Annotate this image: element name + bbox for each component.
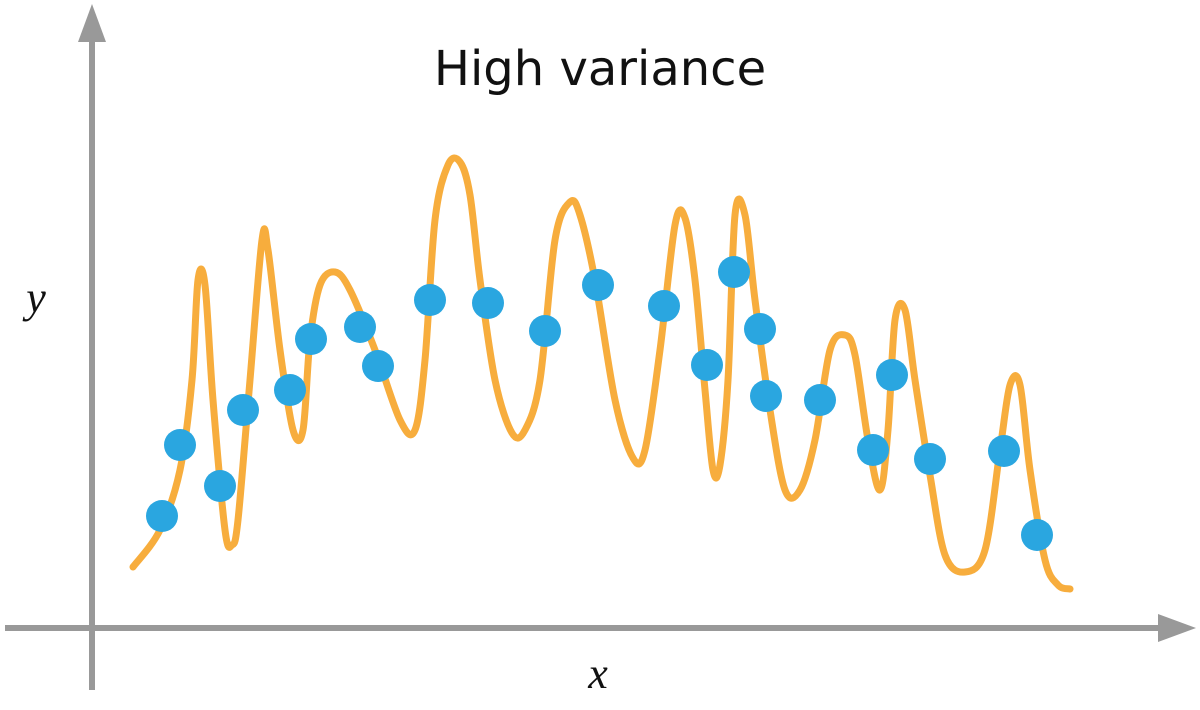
data-point bbox=[876, 359, 908, 391]
data-point bbox=[1021, 519, 1053, 551]
data-point bbox=[164, 429, 196, 461]
axes bbox=[5, 4, 1196, 690]
data-point bbox=[227, 394, 259, 426]
data-point bbox=[146, 500, 178, 532]
data-point bbox=[362, 350, 394, 382]
data-point bbox=[750, 380, 782, 412]
data-point bbox=[914, 443, 946, 475]
fit-curve bbox=[129, 154, 1074, 593]
data-point bbox=[344, 311, 376, 343]
data-point bbox=[804, 384, 836, 416]
data-point bbox=[691, 349, 723, 381]
data-point bbox=[204, 470, 236, 502]
data-point bbox=[857, 434, 889, 466]
data-point bbox=[582, 269, 614, 301]
data-point bbox=[274, 374, 306, 406]
data-point bbox=[648, 290, 680, 322]
x-axis-label: x bbox=[587, 649, 608, 698]
x-arrow bbox=[1158, 614, 1196, 642]
data-point bbox=[295, 323, 327, 355]
data-point bbox=[414, 284, 446, 316]
data-point bbox=[529, 315, 561, 347]
data-point bbox=[718, 256, 750, 288]
data-point bbox=[472, 287, 504, 319]
y-arrow bbox=[78, 4, 106, 42]
y-axis-label: y bbox=[22, 273, 46, 322]
data-point bbox=[744, 313, 776, 345]
chart-title: High variance bbox=[434, 41, 766, 97]
data-point bbox=[988, 435, 1020, 467]
